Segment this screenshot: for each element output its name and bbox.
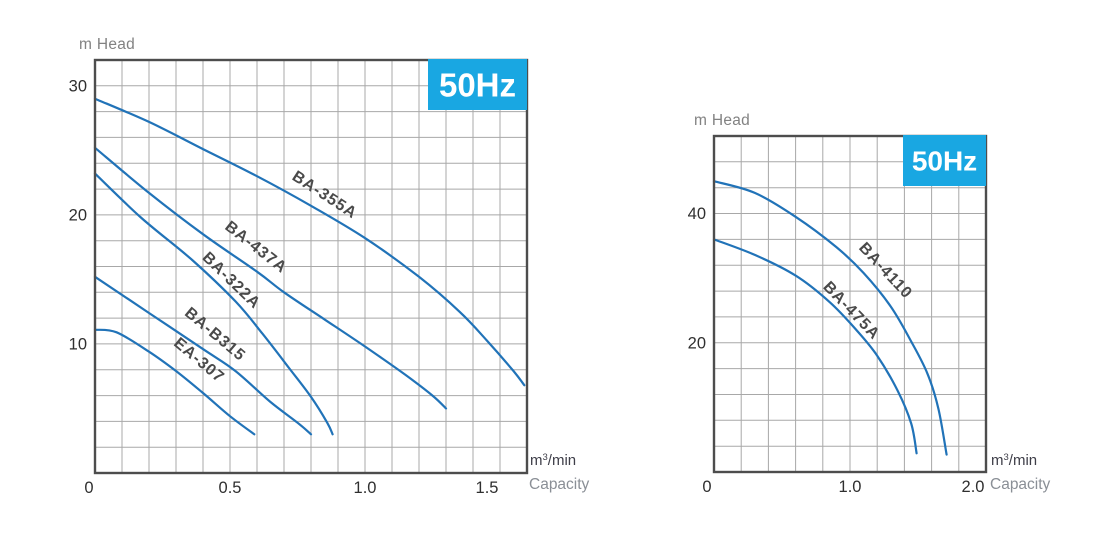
y-tick-label: 40 [688,205,706,223]
x-tick-label: 1.0 [839,478,862,496]
plot-border [93,58,529,475]
right-chart-y-axis-title: m Head [694,112,750,130]
x-tick-label: 0 [84,479,93,497]
curve-BA-322A [93,172,334,436]
curve-BA-355A [93,97,526,387]
x-tick-label: 0.5 [219,479,242,497]
y-title: Head [711,112,751,129]
x-tick-label: 1.5 [476,479,499,497]
curve-label-BA-475A: BA-475A [820,278,883,343]
left-chart-y-axis-title: m Head [79,36,135,54]
x-tick-label: 1.0 [354,479,377,497]
curve-EA-307 [93,328,256,436]
right-chart-x-axis-unit: m3/min [991,452,1038,469]
x-tick-label: 2.0 [962,478,985,496]
left-chart-x-axis-title: Capacity [529,476,590,493]
curve-BA-4110 [712,180,948,456]
y-unit: m [694,112,708,129]
curve-BA-B315 [93,275,313,436]
curve-BA-475A [712,238,918,455]
curve-label-BA-437A: BA-437A [222,218,291,277]
left-chart-x-axis-unit: m3/min [530,452,577,469]
freq-badge-bg [428,59,527,110]
freq-badge-label: 50Hz [439,66,516,103]
y-title: Head [96,36,136,53]
freq-badge: 50Hz [428,59,527,110]
freq-badge: 50Hz [903,135,986,186]
x-tick-label: 0 [702,478,711,496]
freq-badge-label: 50Hz [912,146,977,177]
right-chart-x-axis-title: Capacity [990,476,1051,493]
y-tick-label: 10 [69,335,87,353]
curve-label-BA-4110: BA-4110 [855,239,915,302]
y-tick-label: 20 [69,206,87,224]
superscript-3: 3 [1003,452,1009,463]
y-tick-label: 20 [688,334,706,352]
curve-BA-437A [93,146,448,410]
grid [95,60,527,473]
plot-border [712,134,988,474]
grid [714,136,986,472]
superscript-3: 3 [542,452,548,463]
freq-badge-bg [903,135,986,186]
left-chart: 50HzBA-355ABA-437ABA-322ABA-B315EA-30710… [69,58,529,497]
y-unit: m [79,36,93,53]
curve-label-BA-322A: BA-322A [199,249,264,312]
y-tick-label: 30 [69,77,87,95]
